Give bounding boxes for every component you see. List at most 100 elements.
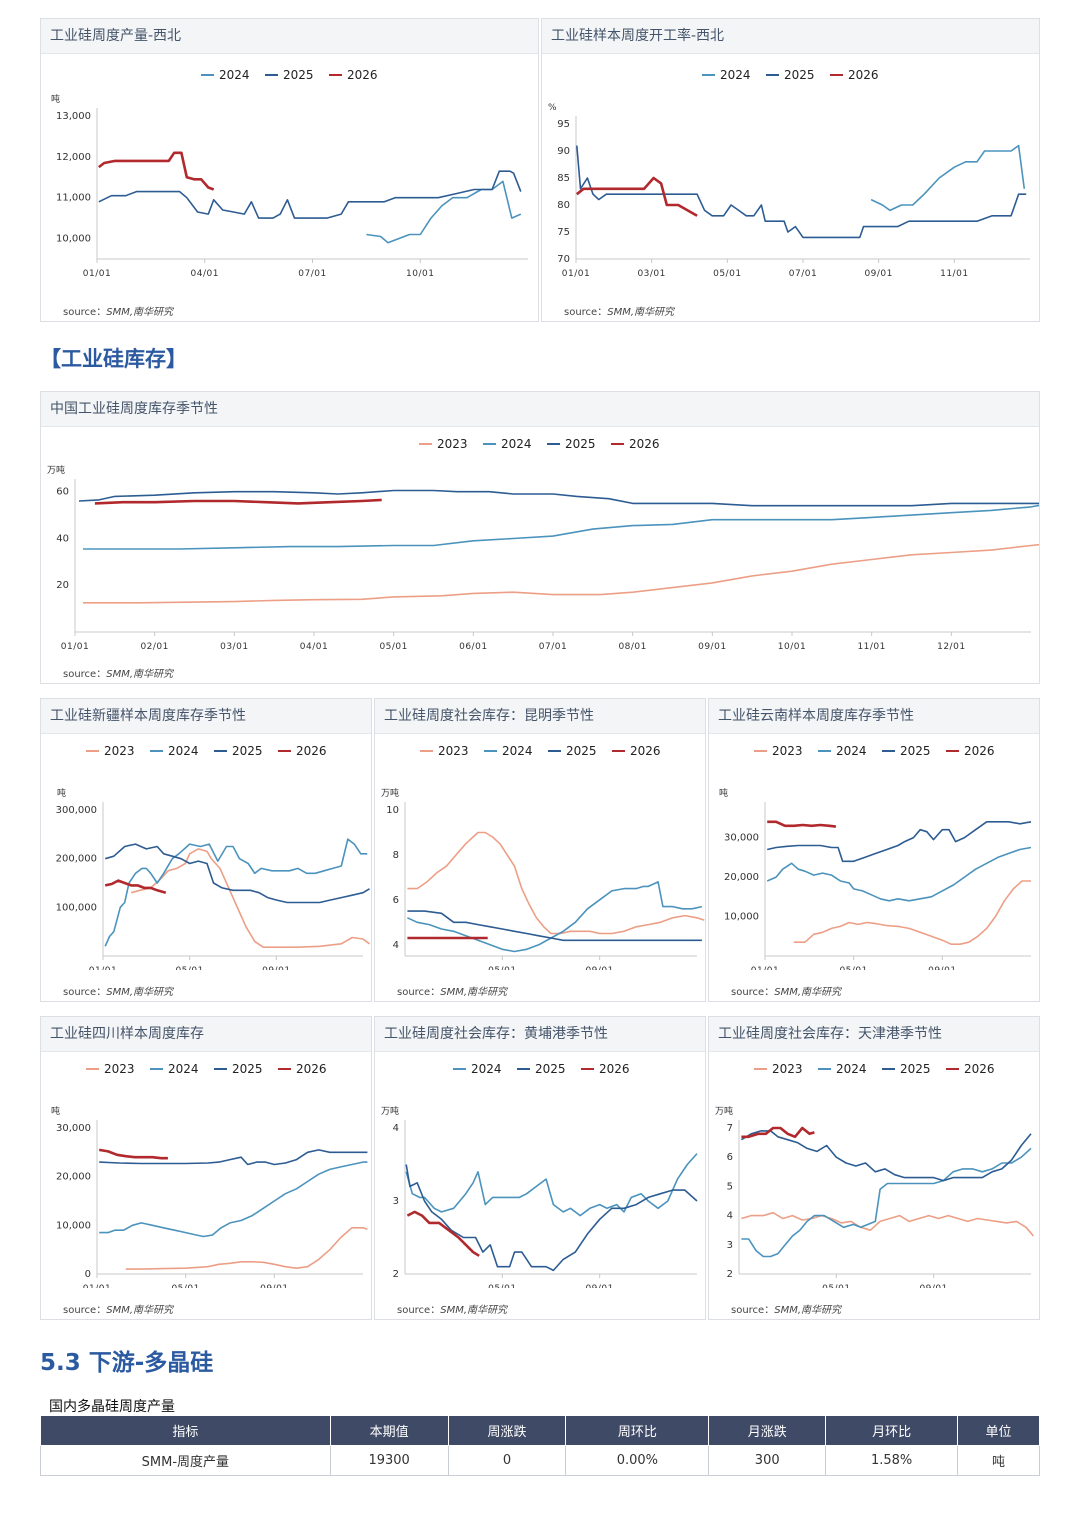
y-tick-label: 4 xyxy=(393,1123,399,1134)
y-tick-label: 2 xyxy=(393,1269,399,1280)
y-unit-label: 吨 xyxy=(51,93,60,105)
legend-label: 2024 xyxy=(501,437,532,451)
legend-label: 2023 xyxy=(104,744,135,758)
y-tick-label: 60 xyxy=(56,487,69,498)
source-label: source： xyxy=(397,1305,441,1316)
chart-title: 工业硅周度社会库存：昆明季节性 xyxy=(375,699,705,734)
source-value: SMM,南华研究 xyxy=(774,1305,842,1316)
th-month-change: 月涨跌 xyxy=(708,1415,827,1446)
series-line-2025 xyxy=(98,170,522,219)
y-unit-label: 吨 xyxy=(51,1105,60,1117)
legend-label: 2026 xyxy=(599,1062,630,1076)
x-tick-label: 09/01 xyxy=(262,966,290,970)
chart-panel-c6: 工业硅云南样本周度库存季节性 吨 10,000 20,000 30,000 01/01 0… xyxy=(708,698,1040,1002)
chart-c8: 万吨 2 3 4 05/01 09/01 2024 2025 2026 xyxy=(381,1062,698,1288)
series-line-2026 xyxy=(98,151,215,191)
y-tick-label: 6 xyxy=(727,1152,733,1163)
x-tick-label: 04/01 xyxy=(300,642,328,652)
x-tick-label: 03/01 xyxy=(220,642,248,652)
y-unit-label: 万吨 xyxy=(381,1105,399,1117)
x-tick-label: 03/01 xyxy=(637,269,665,279)
y-unit-label: % xyxy=(548,103,557,113)
source-value: SMM,南华研究 xyxy=(440,987,508,998)
y-unit-label: 吨 xyxy=(57,787,66,799)
td-unit: 吨 xyxy=(957,1445,1040,1476)
source-value: SMM,南华研究 xyxy=(106,1305,174,1316)
y-tick-label: 5 xyxy=(727,1181,733,1192)
legend-label: 2025 xyxy=(900,744,931,758)
x-tick-label: 04/01 xyxy=(191,269,219,279)
series-line-2026 xyxy=(767,820,837,828)
source-value: SMM,南华研究 xyxy=(106,987,174,998)
table-caption: 国内多晶硅周度产量 xyxy=(49,1399,175,1415)
legend-label: 2026 xyxy=(296,1062,327,1076)
y-tick-label: 10,000 xyxy=(56,234,91,245)
source-value: SMM,南华研究 xyxy=(607,307,675,318)
source-label: source： xyxy=(63,669,107,680)
series-line-2025 xyxy=(405,1164,698,1272)
x-tick-label: 09/01 xyxy=(698,642,726,652)
y-tick-label: 10,000 xyxy=(724,912,759,923)
legend-label: 2024 xyxy=(168,1062,199,1076)
x-tick-label: 08/01 xyxy=(618,642,646,652)
legend-label: 2026 xyxy=(347,68,378,82)
x-tick-label: 07/01 xyxy=(539,642,567,652)
legend-label: 2025 xyxy=(566,744,597,758)
y-tick-label: 30,000 xyxy=(724,833,759,844)
chart-c1: 吨 10,000 11,000 12,000 13,000 01/01 04/01 07/01… xyxy=(51,68,528,279)
series-line-2025 xyxy=(99,1149,368,1166)
series-line-2024 xyxy=(366,180,522,244)
chart-panel-c1: 工业硅周度产量-西北 吨 10,000 11,000 12,000 13,000 01/0… xyxy=(40,18,539,322)
legend-label: 2024 xyxy=(836,744,867,758)
chart-c7: 吨 0 10,000 20,000 30,000 01/01 05/01 09/01 2023 2… xyxy=(51,1062,368,1288)
legend-label: 2026 xyxy=(296,744,327,758)
y-tick-label: 10,000 xyxy=(56,1220,91,1231)
y-tick-label: 11,000 xyxy=(56,193,91,204)
x-tick-label: 01/01 xyxy=(83,269,111,279)
legend-label: 2026 xyxy=(629,437,660,451)
x-tick-label: 10/01 xyxy=(778,642,806,652)
x-tick-label: 09/01 xyxy=(928,966,956,970)
x-tick-label: 05/01 xyxy=(171,1284,199,1288)
series-line-2026 xyxy=(98,1148,168,1160)
source-value: SMM,南华研究 xyxy=(106,307,174,318)
legend-label: 2025 xyxy=(232,744,263,758)
source-label: source： xyxy=(63,1305,107,1316)
legend-label: 2023 xyxy=(104,1062,135,1076)
th-week-change: 周涨跌 xyxy=(447,1415,567,1446)
x-tick-label: 07/01 xyxy=(298,269,326,279)
x-tick-label: 09/01 xyxy=(864,269,892,279)
legend-label: 2024 xyxy=(720,68,751,82)
chart-source: source：SMM,南华研究 xyxy=(397,983,507,998)
series-line-2025 xyxy=(740,1130,1032,1182)
series-line-2024 xyxy=(83,504,1039,550)
section-title-inventory: 【工业硅库存】 xyxy=(40,347,187,371)
x-tick-label: 11/01 xyxy=(940,269,968,279)
series-line-2023 xyxy=(130,848,370,948)
legend-label: 2023 xyxy=(772,1062,803,1076)
chart-source: source：SMM,南华研究 xyxy=(63,665,173,680)
th-current: 本期值 xyxy=(329,1415,449,1446)
source-value: SMM,南华研究 xyxy=(440,1305,508,1316)
source-label: source： xyxy=(397,987,441,998)
x-tick-label: 05/01 xyxy=(379,642,407,652)
y-tick-label: 6 xyxy=(393,895,399,906)
series-line-2026 xyxy=(575,176,698,217)
legend-label: 2025 xyxy=(900,1062,931,1076)
series-line-2026 xyxy=(406,1210,480,1257)
chart-title: 中国工业硅周度库存季节性 xyxy=(41,392,1039,427)
y-tick-label: 85 xyxy=(557,173,570,184)
y-tick-label: 30,000 xyxy=(56,1123,91,1134)
chart-c5: 万吨 4 6 8 10 05/01 09/01 2023 2024 2025 2026 xyxy=(381,744,705,970)
series-line-2023 xyxy=(125,1227,368,1270)
chart-panel-c7: 工业硅四川样本周度库存 吨 0 10,000 20,000 30,000 01/01 05/… xyxy=(40,1016,372,1320)
y-tick-label: 90 xyxy=(557,146,570,157)
chart-panel-c3: 中国工业硅周度库存季节性 万吨 20 40 60 01/01 02/01 03/01 04/0… xyxy=(40,391,1040,684)
series-line-2026 xyxy=(741,1126,815,1139)
series-line-2025 xyxy=(104,843,370,904)
y-tick-label: 20,000 xyxy=(56,1172,91,1183)
series-line-2024 xyxy=(870,144,1026,212)
chart-source: source：SMM,南华研究 xyxy=(63,1301,173,1316)
chart-title: 工业硅云南样本周度库存季节性 xyxy=(709,699,1039,734)
legend-label: 2023 xyxy=(437,437,468,451)
